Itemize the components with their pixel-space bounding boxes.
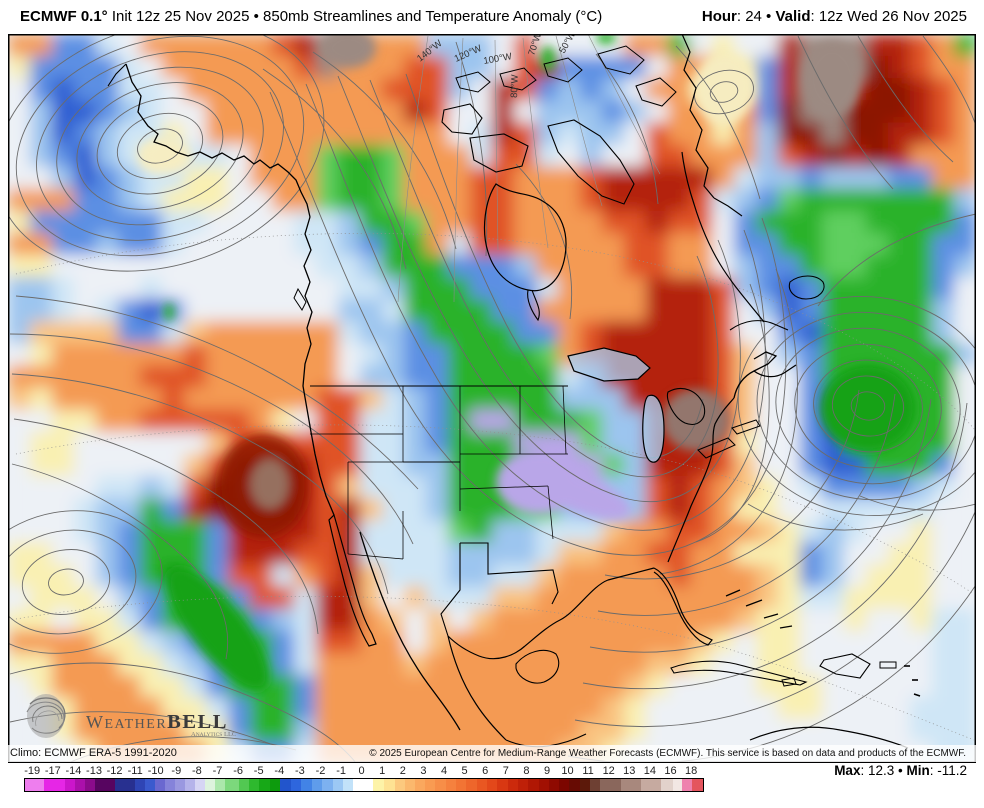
svg-text:100°W: 100°W bbox=[483, 51, 513, 67]
svg-text:80°W: 80°W bbox=[509, 74, 521, 98]
svg-text:WEATHERBELL: WEATHERBELL bbox=[86, 711, 228, 733]
svg-text:ANALYTICS LLC: ANALYTICS LLC bbox=[191, 731, 236, 738]
